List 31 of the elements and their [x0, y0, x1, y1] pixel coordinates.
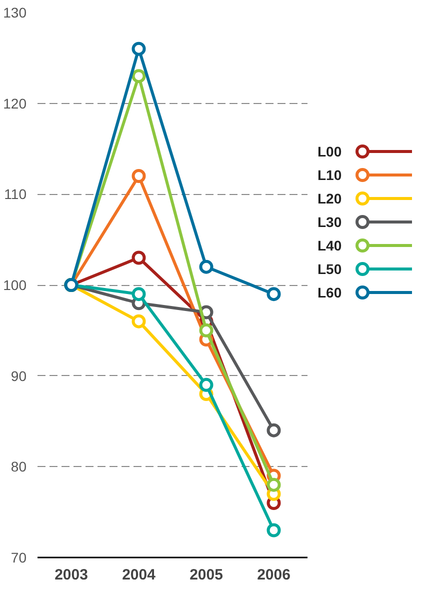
legend-label: L10: [318, 167, 342, 183]
y-tick-label: 80: [10, 458, 27, 475]
point: [132, 287, 146, 302]
y-tick-label: 130: [3, 4, 27, 20]
point: [266, 287, 281, 302]
legend-label: L50: [318, 261, 342, 277]
point: [132, 69, 146, 84]
point: [266, 423, 281, 438]
y-tick-label: 90: [10, 368, 27, 384]
legend-label: L20: [318, 190, 342, 206]
point: [266, 523, 281, 538]
y-tick-label: 70: [10, 550, 27, 566]
point: [132, 314, 146, 328]
y-tick-label: 100: [3, 277, 27, 293]
point: [199, 378, 214, 392]
point: [132, 169, 146, 183]
y-tick-label: 120: [3, 95, 27, 112]
point: [199, 323, 214, 338]
point: [199, 260, 214, 274]
x-tick-label: 2003: [54, 566, 88, 584]
legend-label: L40: [318, 238, 342, 254]
y-tick-label: 110: [4, 186, 27, 202]
point: [266, 478, 281, 492]
legend-label: L00: [318, 144, 342, 160]
x-tick-label: 2006: [257, 566, 290, 584]
legend-label: L30: [318, 214, 342, 230]
legend-label: L60: [318, 284, 342, 300]
point: [132, 42, 146, 56]
point: [132, 250, 146, 265]
x-tick-label: 2005: [190, 566, 223, 584]
x-tick-label: 2004: [122, 566, 156, 584]
